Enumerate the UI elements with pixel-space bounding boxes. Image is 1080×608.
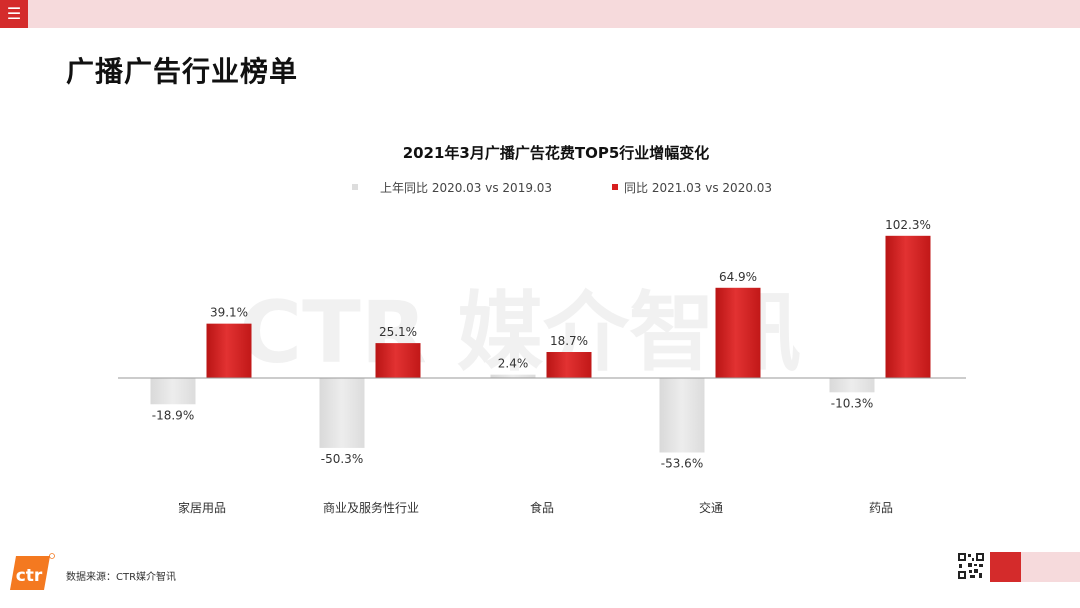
- category-label-business-services: 商业及服务性行业: [323, 500, 419, 515]
- bar-current-year-business-services: [375, 343, 421, 378]
- legend-swatch-prev-year: [352, 184, 358, 190]
- data-label-current-year-food: 18.7%: [550, 334, 588, 348]
- category-label-food: 食品: [530, 500, 554, 515]
- ctr-logo-text: ctr: [16, 566, 43, 586]
- footer-accent-red: [990, 552, 1021, 582]
- legend-label-prev-year: 上年同比 2020.03 vs 2019.03: [380, 181, 552, 195]
- bar-prev-year-transport: [659, 378, 705, 453]
- bar-current-year-household-goods: [206, 323, 252, 378]
- category-label-pharma: 药品: [869, 501, 893, 515]
- category-label-transport: 交通: [699, 500, 723, 515]
- data-source-note: 数据来源：CTR媒介智讯: [66, 572, 177, 583]
- data-label-current-year-pharma: 102.3%: [885, 218, 931, 232]
- legend: 上年同比 2020.03 vs 2019.03 同比 2021.03 vs 20…: [352, 181, 772, 195]
- category-label-household-goods: 家居用品: [178, 500, 226, 515]
- bar-current-year-transport: [715, 287, 761, 378]
- bar-current-year-pharma: [885, 235, 931, 378]
- qr-code-icon: [957, 552, 985, 580]
- bar-current-year-food: [546, 352, 592, 378]
- chart-title: 2021年3月广播广告花费TOP5行业增幅变化: [403, 144, 710, 162]
- bar-prev-year-business-services: [319, 378, 365, 448]
- page-title: 广播广告行业榜单: [66, 55, 299, 88]
- ctr-logo: ctr: [10, 553, 55, 590]
- legend-swatch-current-year: [612, 184, 618, 190]
- top-bar: [0, 0, 1080, 28]
- data-label-prev-year-business-services: -50.3%: [321, 452, 363, 466]
- bar-prev-year-food: [490, 374, 536, 378]
- watermark-text: CTR 媒介智讯: [239, 283, 801, 383]
- bars-group: -18.9% 39.1% -50.3% 25.1% 2.4% 18.7% -53.6% 64.…: [150, 218, 931, 471]
- data-label-prev-year-pharma: -10.3%: [831, 396, 873, 410]
- menu-button[interactable]: ☰: [0, 0, 28, 28]
- legend-label-current-year: 同比 2021.03 vs 2020.03: [624, 181, 772, 195]
- data-label-current-year-business-services: 25.1%: [379, 325, 417, 339]
- bar-prev-year-pharma: [829, 378, 875, 393]
- data-label-prev-year-food: 2.4%: [498, 357, 529, 371]
- category-labels: 家居用品 商业及服务性行业 食品 交通 药品: [178, 500, 893, 515]
- data-label-current-year-transport: 64.9%: [719, 270, 757, 284]
- bar-prev-year-household-goods: [150, 378, 196, 405]
- data-label-prev-year-household-goods: -18.9%: [152, 408, 194, 422]
- data-label-current-year-household-goods: 39.1%: [210, 306, 248, 320]
- footer-accent-pink: [1021, 552, 1080, 582]
- data-label-prev-year-transport: -53.6%: [661, 457, 703, 471]
- hamburger-menu-icon: ☰: [6, 4, 22, 23]
